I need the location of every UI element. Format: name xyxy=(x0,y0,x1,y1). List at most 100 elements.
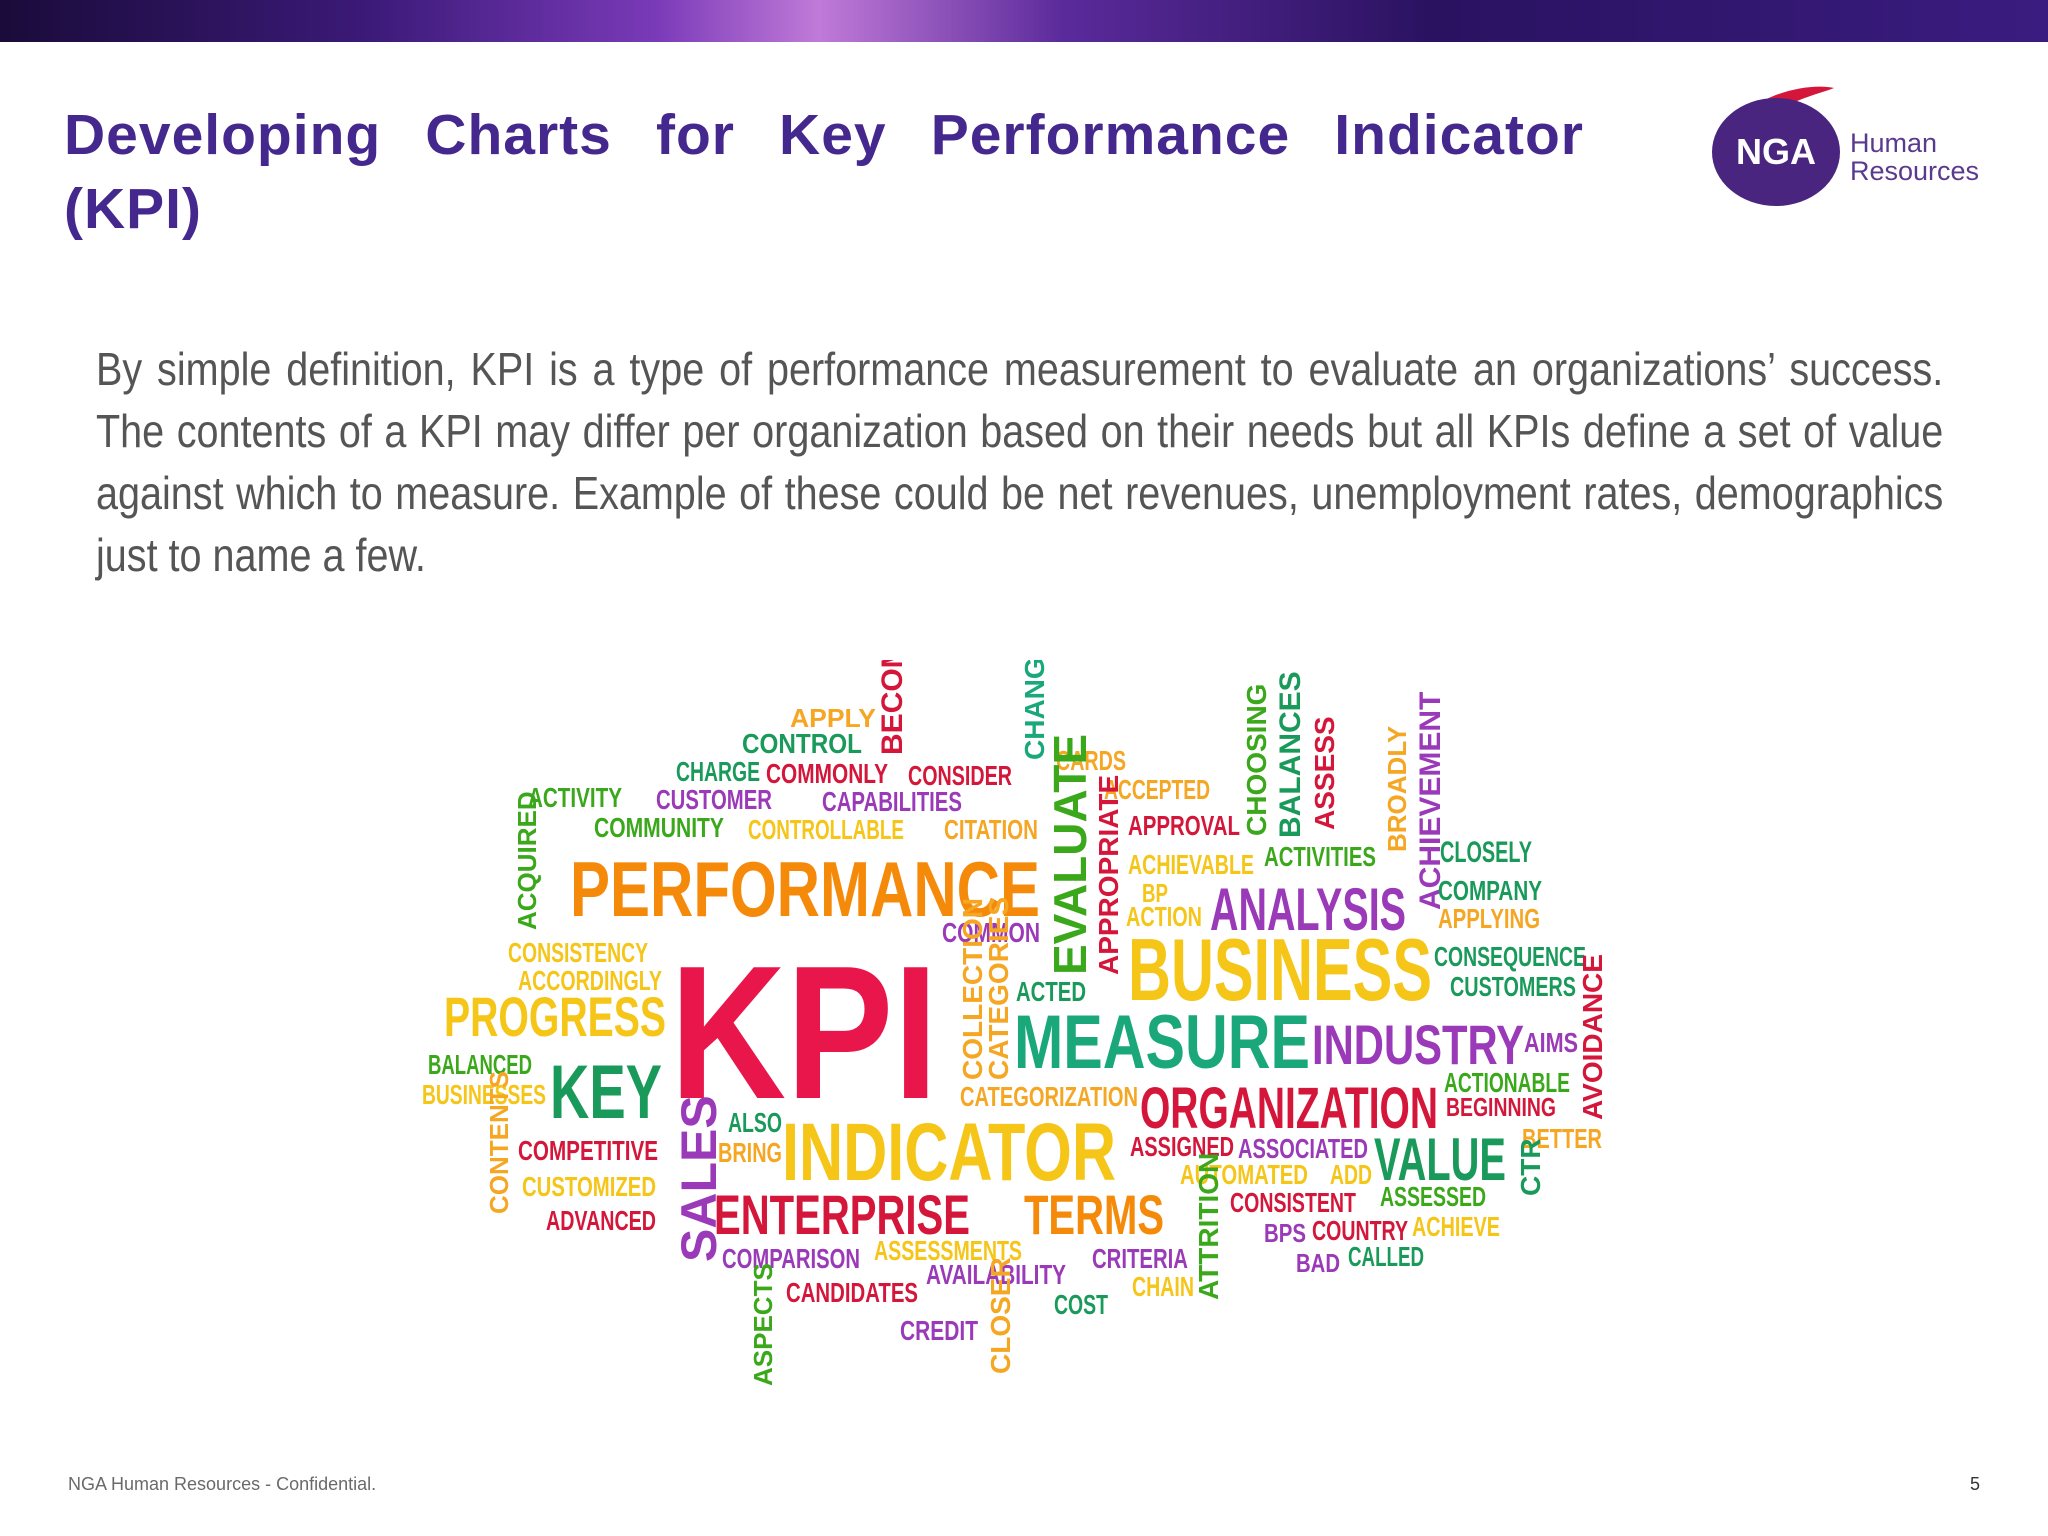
word-cloud-word: ATTRITION xyxy=(1193,1153,1224,1300)
word-cloud-word: BALANCED xyxy=(428,1049,532,1080)
word-cloud-word: BECOME xyxy=(876,660,909,755)
word-cloud-word: ASSESSED xyxy=(1380,1181,1486,1212)
word-cloud-word: CHOOSING xyxy=(1241,684,1272,836)
word-cloud-word: APPROVAL xyxy=(1128,810,1240,841)
word-cloud-word: AVAILABILITY xyxy=(926,1259,1066,1290)
word-cloud-word: CLOSELY xyxy=(1440,836,1532,869)
word-cloud-word: EVALUATE xyxy=(1044,734,1096,975)
word-cloud-word: KEY xyxy=(550,1050,662,1135)
word-cloud-word: CTR xyxy=(1515,1138,1546,1196)
word-cloud-word: CONSISTENT xyxy=(1230,1187,1356,1218)
word-cloud-word: CHARGE xyxy=(676,756,760,787)
word-cloud-word: APPLYING xyxy=(1438,903,1540,934)
word-cloud-word: SALES xyxy=(671,1095,727,1262)
word-cloud-word: ORGANIZATION xyxy=(1140,1076,1438,1141)
word-cloud-word: CATEGORIZATION xyxy=(960,1081,1138,1112)
word-cloud-word: TERMS xyxy=(1024,1183,1164,1246)
word-cloud-word: ACTED xyxy=(1016,976,1086,1007)
word-cloud-word: ACQUIRED xyxy=(512,791,542,930)
word-cloud-word: ALSO xyxy=(728,1107,782,1138)
word-cloud-word: BUSINESSES xyxy=(422,1079,546,1110)
word-cloud-word: CHANGE xyxy=(1019,660,1050,760)
word-cloud-word: CONSIDER xyxy=(908,760,1012,791)
word-cloud-word: BP xyxy=(1142,878,1168,908)
word-cloud-word: ASSESS xyxy=(1309,716,1340,830)
word-cloud-word: BALANCES xyxy=(1274,671,1307,838)
word-cloud-word: ASSOCIATED xyxy=(1238,1133,1368,1164)
word-cloud-word: ACTIVITY xyxy=(528,782,622,813)
word-cloud-word: CAPABILITIES xyxy=(822,786,962,817)
word-cloud-word: COST xyxy=(1054,1289,1108,1320)
nga-logo: NGA Human Resources xyxy=(1712,86,1978,206)
word-cloud-word: BPS xyxy=(1264,1218,1306,1248)
word-cloud-word: COMPETITIVE xyxy=(518,1135,658,1166)
word-cloud-word: CUSTOMERS xyxy=(1450,971,1576,1002)
logo-badge xyxy=(1712,98,1840,206)
top-banner xyxy=(0,0,2048,42)
slide-title: Developing Charts for Key Performance In… xyxy=(64,103,1584,241)
word-cloud-word: BETTER xyxy=(1522,1123,1602,1154)
word-cloud-word: CATEGORIES xyxy=(983,897,1014,1080)
word-cloud-word: BRING xyxy=(718,1137,782,1168)
word-cloud-word: COMMUNITY xyxy=(594,812,724,843)
word-cloud-word: BROADLY xyxy=(1382,726,1412,852)
word-cloud-word: ACTIVITIES xyxy=(1264,841,1376,872)
word-cloud-word: CONSEQUENCE xyxy=(1434,941,1586,972)
word-cloud-word: CUSTOMIZED xyxy=(522,1171,656,1202)
word-cloud-word: ASSIGNED xyxy=(1130,1131,1234,1162)
word-cloud-word: COLLECTION xyxy=(957,898,988,1080)
word-cloud-word: CRITERIA xyxy=(1092,1243,1188,1274)
word-cloud-word: COUNTRY xyxy=(1312,1215,1408,1246)
word-cloud-word: BEGINNING xyxy=(1446,1092,1556,1122)
word-cloud-word: CARDS xyxy=(1056,745,1126,776)
word-cloud-word: CONTROL xyxy=(742,728,862,759)
word-cloud-word: ENTERPRISE xyxy=(714,1183,970,1246)
word-cloud-word: AVOIDANCE xyxy=(1577,954,1608,1120)
word-cloud-word: PROGRESS xyxy=(444,985,666,1048)
word-cloud-word: ACCORDINGLY xyxy=(518,965,662,996)
word-cloud-word: COMMON xyxy=(942,917,1040,948)
word-cloud-word: ACHIEVABLE xyxy=(1128,849,1254,880)
word-cloud-word: PERFORMANCE xyxy=(570,845,1040,933)
word-cloud-word: INDUSTRY xyxy=(1312,1013,1524,1076)
word-cloud-word: CITATION xyxy=(944,814,1038,845)
word-cloud-word: COMPARISON xyxy=(722,1243,860,1274)
word-cloud-word: BAD xyxy=(1296,1248,1340,1278)
word-cloud-word: AUTOMATED xyxy=(1180,1159,1308,1190)
word-cloud-word: ACHIEVE xyxy=(1412,1211,1500,1242)
kpi-definition-paragraph: By simple definition, KPI is a type of p… xyxy=(96,343,1944,581)
word-cloud-word: ACHIEVEMENT xyxy=(1414,692,1447,910)
word-cloud-word: BUSINESS xyxy=(1128,920,1432,1019)
page-number: 5 xyxy=(1969,1474,1980,1494)
word-cloud-word: CONSISTENCY xyxy=(508,937,648,968)
word-cloud-word: CALLED xyxy=(1348,1241,1424,1272)
word-cloud-word: APPROPRIATE xyxy=(1093,775,1124,975)
word-cloud-word: APPLY xyxy=(790,703,876,733)
logo-line2: Resources xyxy=(1850,156,1978,186)
word-cloud-word: ASPECTS xyxy=(748,1263,778,1386)
word-cloud-word: ACCEPTED xyxy=(1104,774,1210,805)
logo-mark: NGA xyxy=(1736,131,1816,172)
footer-confidential: NGA Human Resources - Confidential. xyxy=(68,1474,377,1494)
word-cloud-word: ACTIONABLE xyxy=(1444,1067,1570,1098)
word-cloud-word: CREDIT xyxy=(900,1315,978,1346)
word-cloud-word: ADVANCED xyxy=(546,1205,656,1236)
word-cloud-word: CLOSER xyxy=(985,1257,1016,1374)
word-cloud-word: ADD xyxy=(1330,1159,1372,1190)
word-cloud-word: CHAIN xyxy=(1132,1271,1194,1302)
word-cloud-word: CONTROLLABLE xyxy=(748,814,904,845)
word-cloud-word: CUSTOMER xyxy=(656,784,772,815)
logo-line1: Human xyxy=(1850,128,1937,158)
word-cloud-word: VALUE xyxy=(1374,1126,1506,1193)
word-cloud-word: ANALYSIS xyxy=(1210,876,1406,943)
word-cloud-word: COMPANY xyxy=(1438,875,1542,906)
word-cloud-word: ASSESSMENTS xyxy=(874,1235,1022,1266)
word-cloud-word: CANDIDATES xyxy=(786,1277,918,1308)
word-cloud-word: ACTION xyxy=(1126,901,1202,932)
word-cloud-word: COMMONLY xyxy=(766,758,888,789)
word-cloud-word: CONTENTS xyxy=(484,1071,514,1214)
word-cloud-word: AIMS xyxy=(1524,1027,1578,1058)
word-cloud-word: KPI xyxy=(670,927,938,1139)
word-cloud-word: INDICATOR xyxy=(782,1107,1116,1198)
